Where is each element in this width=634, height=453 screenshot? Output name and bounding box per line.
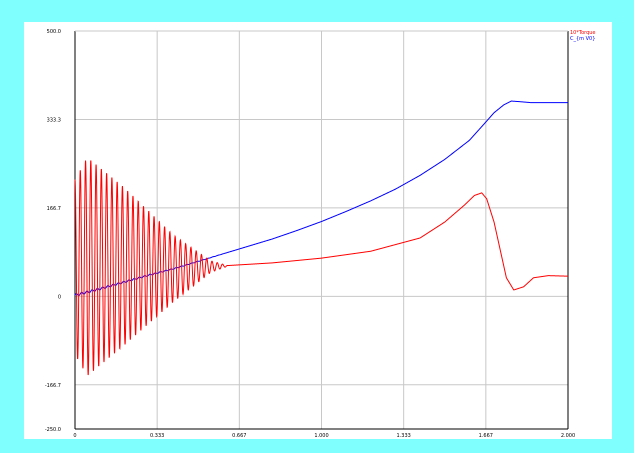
torque-chart: 0 0.333 0.667 1.000 1.333 1.667 2.000 500.0 333.… xyxy=(45,29,596,439)
legend-entry: C_{m V0} xyxy=(570,36,595,42)
y-tick-label: 0 xyxy=(58,294,61,300)
series-line-c-m-v0 xyxy=(74,100,568,297)
x-tick-label: 0 xyxy=(73,433,76,439)
axes xyxy=(74,30,569,430)
y-tick-label: 333.3 xyxy=(47,117,61,123)
plot-window: 0 0.333 0.667 1.000 1.333 1.667 2.000 500.0 333.… xyxy=(24,22,612,439)
tick-labels: 0 0.333 0.667 1.000 1.333 1.667 2.000 500.0 333.… xyxy=(45,29,575,439)
y-tick-label: 166.7 xyxy=(47,206,61,212)
y-tick-label: 500.0 xyxy=(47,29,61,35)
series-line-torque xyxy=(74,160,569,376)
x-tick-label: 0.333 xyxy=(150,433,164,439)
x-tick-label: 1.667 xyxy=(479,433,493,439)
x-tick-label: 0.667 xyxy=(232,433,246,439)
legend-entry: 10*Torque xyxy=(570,30,596,36)
series-layer xyxy=(74,100,569,376)
x-tick-label: 2.000 xyxy=(561,433,575,439)
x-tick-label: 1.333 xyxy=(397,433,411,439)
x-tick-label: 1.000 xyxy=(314,433,328,439)
y-tick-label: -250.0 xyxy=(45,427,61,433)
y-tick-label: -166.7 xyxy=(45,383,61,389)
grid xyxy=(75,31,568,429)
